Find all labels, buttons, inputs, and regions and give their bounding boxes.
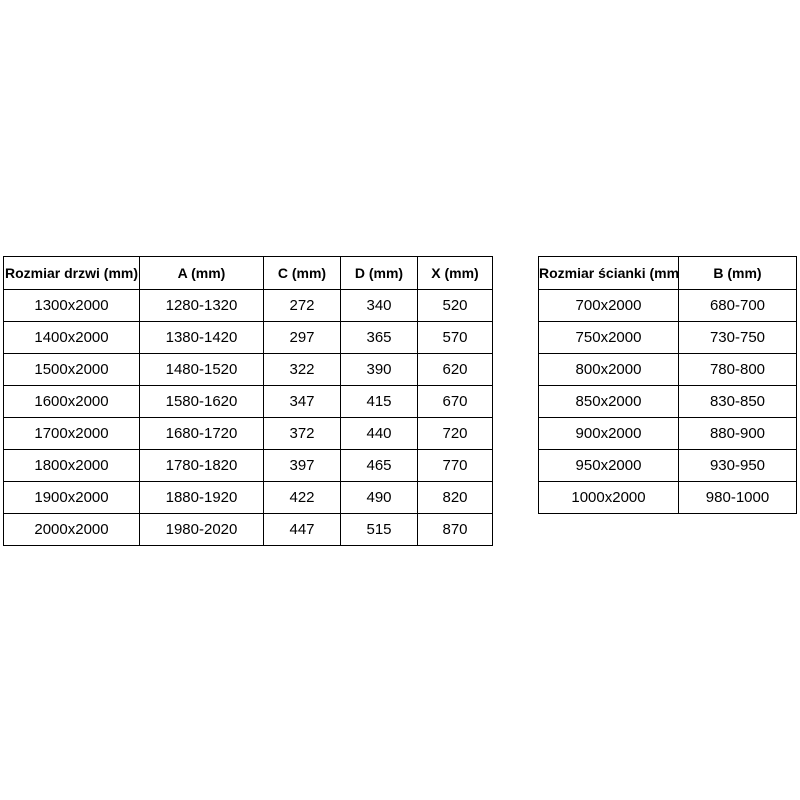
table-cell: 1780-1820 — [139, 449, 264, 482]
column-header-a: A (mm) — [139, 256, 264, 290]
table-cell: 397 — [263, 449, 341, 482]
table-cell: 730-750 — [678, 321, 797, 354]
table-cell: 1480-1520 — [139, 353, 264, 386]
table-cell: 520 — [417, 289, 493, 322]
table-cell: 390 — [340, 353, 418, 386]
table-cell: 880-900 — [678, 417, 797, 450]
table-cell: 830-850 — [678, 385, 797, 418]
table-header-row: Rozmiar ścianki (mm) B (mm) — [538, 256, 797, 290]
table-cell: 1980-2020 — [139, 513, 264, 546]
column-header-rozmiar-scianki: Rozmiar ścianki (mm) — [538, 256, 679, 290]
table-cell: 620 — [417, 353, 493, 386]
column-header-rozmiar-drzwi: Rozmiar drzwi (mm) — [3, 256, 140, 290]
table-cell: 1000x2000 — [538, 481, 679, 514]
table-cell: 770 — [417, 449, 493, 482]
table-row: 1000x2000 980-1000 — [538, 481, 797, 514]
column-header-c: C (mm) — [263, 256, 341, 290]
table-cell: 700x2000 — [538, 289, 679, 322]
table-row: 900x2000 880-900 — [538, 417, 797, 450]
table-cell: 515 — [340, 513, 418, 546]
table-cell: 950x2000 — [538, 449, 679, 482]
table-row: 2000x2000 1980-2020 447 515 870 — [3, 513, 493, 546]
table-cell: 322 — [263, 353, 341, 386]
column-header-b: B (mm) — [678, 256, 797, 290]
column-header-d: D (mm) — [340, 256, 418, 290]
table-row: 1900x2000 1880-1920 422 490 820 — [3, 481, 493, 514]
table-cell: 490 — [340, 481, 418, 514]
table-cell: 1800x2000 — [3, 449, 140, 482]
table-cell: 1880-1920 — [139, 481, 264, 514]
table-cell: 347 — [263, 385, 341, 418]
table-cell: 1580-1620 — [139, 385, 264, 418]
table-cell: 570 — [417, 321, 493, 354]
table-cell: 415 — [340, 385, 418, 418]
table-cell: 372 — [263, 417, 341, 450]
table-cell: 850x2000 — [538, 385, 679, 418]
table-cell: 2000x2000 — [3, 513, 140, 546]
table-cell: 820 — [417, 481, 493, 514]
table-cell: 272 — [263, 289, 341, 322]
table-cell: 465 — [340, 449, 418, 482]
table-cell: 930-950 — [678, 449, 797, 482]
table-cell: 980-1000 — [678, 481, 797, 514]
table-cell: 720 — [417, 417, 493, 450]
table-row: 1400x2000 1380-1420 297 365 570 — [3, 321, 493, 354]
table-cell: 340 — [340, 289, 418, 322]
table-cell: 780-800 — [678, 353, 797, 386]
table-cell: 1600x2000 — [3, 385, 140, 418]
table-cell: 800x2000 — [538, 353, 679, 386]
table-cell: 422 — [263, 481, 341, 514]
table-cell: 365 — [340, 321, 418, 354]
table-row: 1800x2000 1780-1820 397 465 770 — [3, 449, 493, 482]
table-row: 1600x2000 1580-1620 347 415 670 — [3, 385, 493, 418]
table-cell: 1900x2000 — [3, 481, 140, 514]
table-cell: 750x2000 — [538, 321, 679, 354]
table-cell: 900x2000 — [538, 417, 679, 450]
table-cell: 870 — [417, 513, 493, 546]
wall-sizes-table: Rozmiar ścianki (mm) B (mm) 700x2000 680-… — [538, 256, 797, 514]
table-row: 850x2000 830-850 — [538, 385, 797, 418]
table-row: 700x2000 680-700 — [538, 289, 797, 322]
table-cell: 1280-1320 — [139, 289, 264, 322]
table-row: 800x2000 780-800 — [538, 353, 797, 386]
table-row: 1700x2000 1680-1720 372 440 720 — [3, 417, 493, 450]
column-header-x: X (mm) — [417, 256, 493, 290]
table-cell: 1500x2000 — [3, 353, 140, 386]
table-cell: 1400x2000 — [3, 321, 140, 354]
table-cell: 680-700 — [678, 289, 797, 322]
table-cell: 440 — [340, 417, 418, 450]
table-cell: 670 — [417, 385, 493, 418]
table-cell: 297 — [263, 321, 341, 354]
door-sizes-table: Rozmiar drzwi (mm) A (mm) C (mm) D (mm) … — [3, 256, 493, 546]
table-cell: 1300x2000 — [3, 289, 140, 322]
table-row: 750x2000 730-750 — [538, 321, 797, 354]
table-cell: 1700x2000 — [3, 417, 140, 450]
table-row: 950x2000 930-950 — [538, 449, 797, 482]
table-header-row: Rozmiar drzwi (mm) A (mm) C (mm) D (mm) … — [3, 256, 493, 290]
table-row: 1300x2000 1280-1320 272 340 520 — [3, 289, 493, 322]
table-cell: 1380-1420 — [139, 321, 264, 354]
table-cell: 1680-1720 — [139, 417, 264, 450]
table-row: 1500x2000 1480-1520 322 390 620 — [3, 353, 493, 386]
table-cell: 447 — [263, 513, 341, 546]
